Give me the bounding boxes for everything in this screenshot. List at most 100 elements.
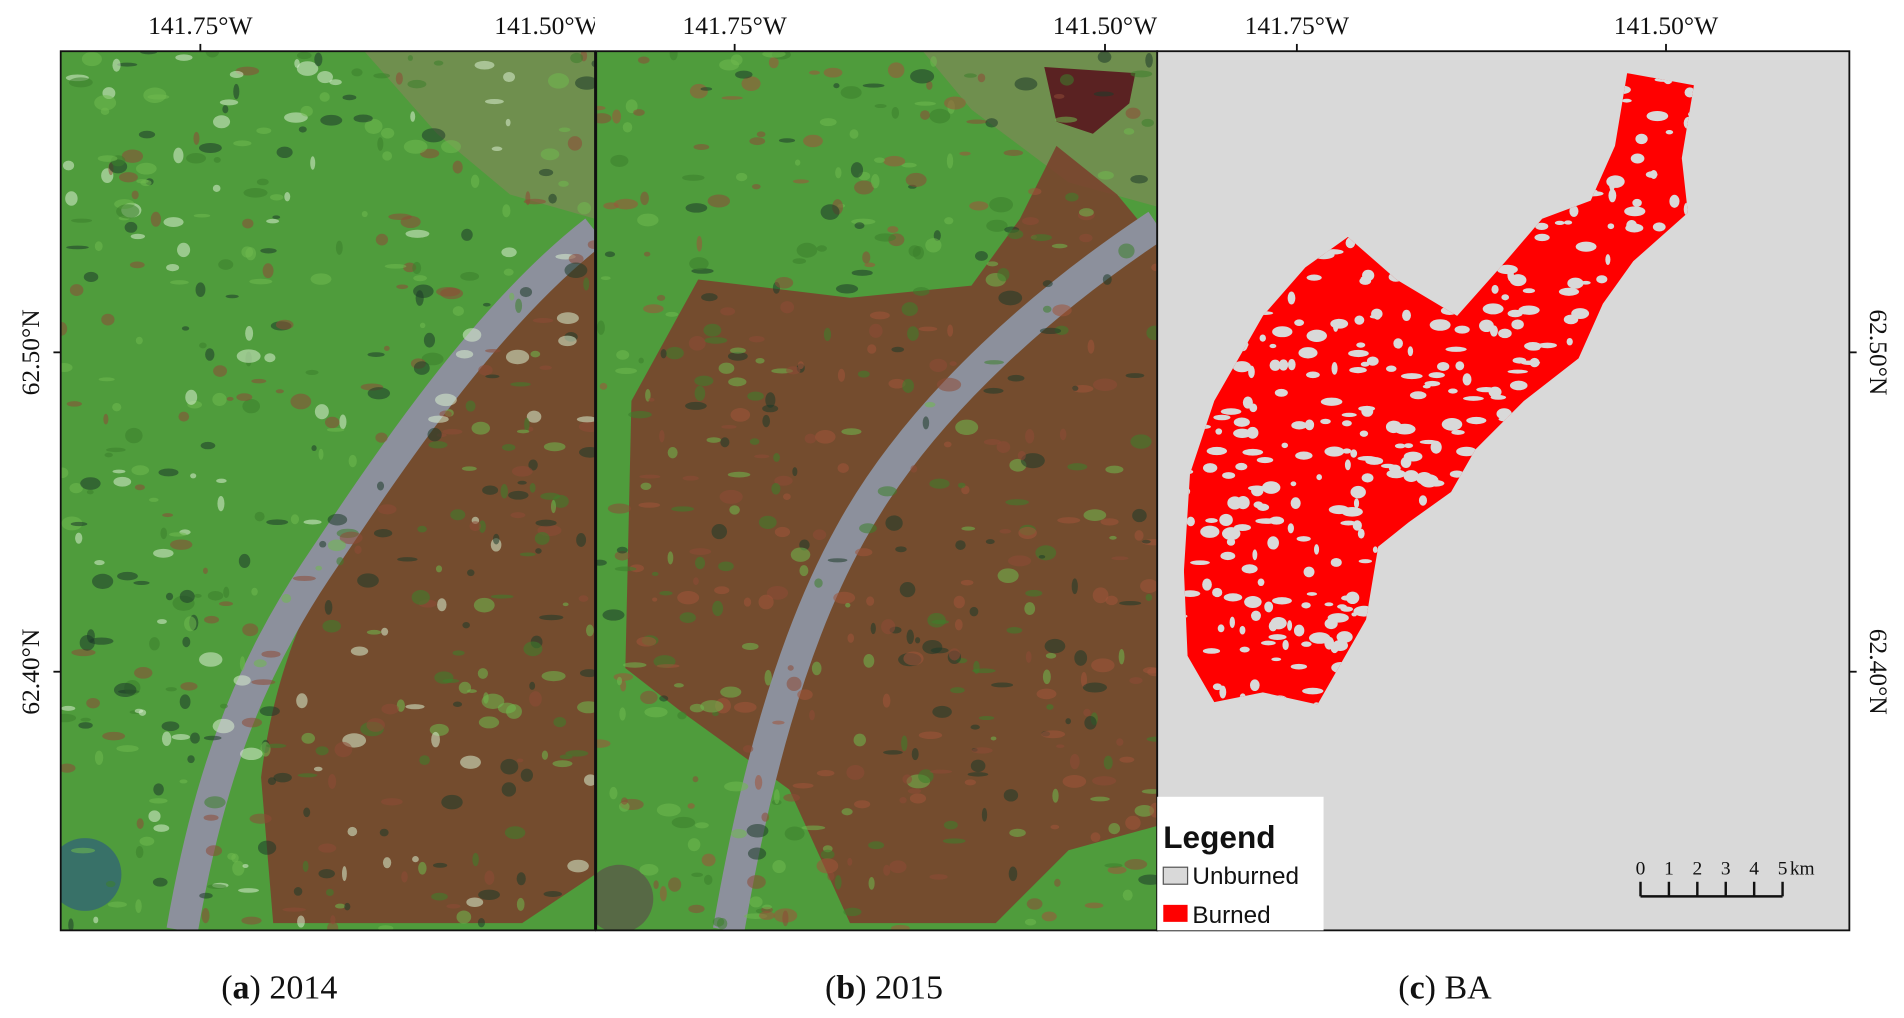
texture bbox=[446, 903, 461, 909]
texture bbox=[905, 172, 927, 187]
texture bbox=[833, 591, 856, 604]
unburned-patch bbox=[1287, 291, 1296, 305]
scale-label: 2 bbox=[1692, 859, 1702, 880]
texture bbox=[954, 619, 963, 631]
texture bbox=[256, 178, 269, 186]
texture bbox=[195, 282, 206, 298]
texture bbox=[1024, 602, 1036, 616]
texture bbox=[558, 335, 577, 347]
texture bbox=[1022, 217, 1039, 226]
texture bbox=[694, 385, 706, 402]
texture bbox=[467, 569, 475, 577]
texture bbox=[1102, 274, 1112, 285]
texture bbox=[700, 700, 724, 713]
texture bbox=[667, 551, 674, 565]
texture bbox=[762, 51, 786, 58]
texture bbox=[704, 337, 728, 344]
texture bbox=[687, 838, 701, 852]
texture bbox=[160, 527, 168, 540]
texture bbox=[152, 877, 168, 887]
texture bbox=[855, 548, 873, 557]
unburned-patch bbox=[1227, 496, 1243, 510]
texture bbox=[597, 320, 605, 335]
texture bbox=[668, 877, 682, 892]
texture bbox=[261, 650, 281, 658]
texture bbox=[530, 350, 541, 358]
texture bbox=[1091, 658, 1115, 673]
texture bbox=[339, 414, 347, 430]
texture bbox=[955, 419, 979, 435]
texture bbox=[190, 732, 200, 744]
texture bbox=[771, 482, 781, 495]
texture bbox=[903, 651, 924, 666]
longitude-label: 141.50°W bbox=[1614, 11, 1719, 40]
texture bbox=[1141, 789, 1158, 794]
caption-part: BA bbox=[1445, 969, 1493, 1006]
unburned-patch bbox=[1324, 602, 1334, 607]
unburned-patch bbox=[1259, 334, 1266, 342]
texture bbox=[816, 858, 839, 874]
unburned-patch bbox=[1454, 325, 1470, 334]
texture bbox=[989, 197, 1014, 213]
texture bbox=[311, 445, 317, 452]
unburned-patch bbox=[1445, 346, 1467, 352]
texture bbox=[452, 306, 464, 317]
texture bbox=[131, 465, 150, 476]
texture bbox=[473, 597, 495, 613]
texture bbox=[718, 362, 735, 374]
texture bbox=[212, 718, 235, 734]
texture bbox=[256, 127, 272, 135]
texture bbox=[322, 619, 341, 633]
unburned-patch bbox=[1205, 518, 1218, 523]
texture bbox=[874, 233, 896, 242]
texture bbox=[1141, 539, 1151, 544]
texture bbox=[484, 870, 495, 885]
punctuation: ( bbox=[1398, 969, 1409, 1006]
texture bbox=[973, 660, 980, 674]
texture bbox=[931, 619, 949, 625]
texture bbox=[515, 298, 523, 313]
texture bbox=[205, 51, 220, 58]
texture bbox=[428, 441, 448, 449]
texture bbox=[435, 565, 443, 573]
texture bbox=[773, 453, 780, 462]
texture bbox=[433, 60, 444, 66]
texture bbox=[1083, 708, 1091, 717]
texture bbox=[602, 609, 625, 621]
texture bbox=[1059, 74, 1074, 86]
texture bbox=[996, 441, 1011, 454]
unburned-patch bbox=[1462, 373, 1472, 386]
texture bbox=[383, 345, 390, 351]
unburned-patch bbox=[1441, 417, 1463, 431]
unburned-patch bbox=[1409, 391, 1427, 400]
unburned-patch bbox=[1575, 241, 1597, 252]
texture bbox=[795, 159, 801, 166]
texture bbox=[558, 127, 571, 133]
texture bbox=[682, 174, 705, 181]
unburned-patch bbox=[1669, 194, 1680, 208]
texture bbox=[748, 335, 765, 343]
texture bbox=[558, 180, 569, 187]
unburned-patch bbox=[1451, 429, 1465, 435]
unburned-patch bbox=[1268, 634, 1287, 640]
unburned-patch bbox=[1306, 592, 1318, 596]
texture bbox=[749, 438, 760, 445]
texture bbox=[746, 824, 769, 838]
texture bbox=[782, 910, 789, 927]
texture bbox=[485, 374, 500, 379]
texture bbox=[149, 637, 160, 651]
texture bbox=[754, 454, 770, 459]
texture bbox=[241, 246, 254, 258]
texture bbox=[596, 559, 607, 566]
texture bbox=[792, 258, 807, 264]
unburned-patch bbox=[1219, 685, 1227, 699]
texture bbox=[243, 187, 268, 198]
unburned-patch bbox=[1366, 356, 1379, 366]
texture bbox=[353, 114, 373, 123]
texture bbox=[105, 880, 116, 888]
texture bbox=[720, 437, 730, 448]
texture bbox=[161, 721, 180, 732]
texture bbox=[883, 864, 891, 876]
texture bbox=[596, 113, 612, 124]
texture bbox=[509, 292, 515, 301]
